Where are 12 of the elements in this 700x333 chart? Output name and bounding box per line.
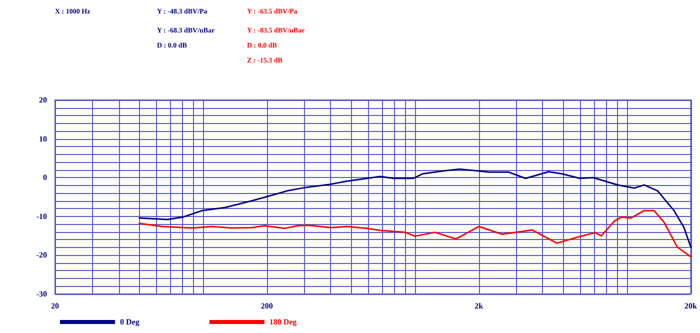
y-tick-label: -20 [36, 250, 47, 260]
text: 180 Deg [269, 318, 297, 326]
y-tick-label: -10 [36, 212, 47, 221]
y-tick-label: -30 [36, 290, 47, 298]
y-tick-label: 0 [43, 173, 47, 182]
x-tick-label: 20k [684, 302, 698, 310]
y-tick-label: 20 [39, 96, 47, 104]
x-tick-label: 200 [260, 302, 273, 310]
y-tick-label: 10 [39, 134, 47, 144]
x-tick-label: 2k [474, 302, 484, 310]
text: 0 Deg [120, 318, 140, 326]
x-tick-label: 20 [51, 302, 59, 310]
